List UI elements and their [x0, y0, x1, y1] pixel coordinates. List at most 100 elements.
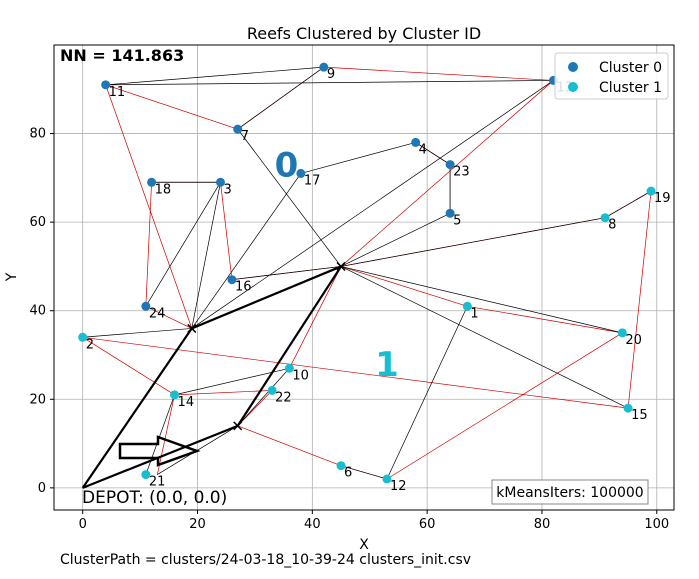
- point-label: 1: [470, 306, 478, 321]
- point-label: 9: [327, 67, 335, 82]
- cluster-1-point: [382, 474, 392, 484]
- red-edge: [82, 336, 175, 396]
- black-edge: [105, 80, 554, 86]
- black-edge: [300, 142, 416, 174]
- depot-x-marker: [233, 421, 243, 431]
- x-tick-label: 60: [419, 517, 436, 532]
- black-edge: [191, 80, 554, 329]
- cluster-1-point: [336, 461, 346, 471]
- black-edge: [340, 465, 388, 480]
- point-label: 4: [419, 142, 427, 157]
- point-label: 18: [155, 182, 172, 197]
- cluster-0-point: [296, 168, 306, 178]
- x-tick-label: 80: [534, 517, 551, 532]
- centroid-label: 0: [275, 146, 299, 186]
- cluster-0-point: [445, 160, 455, 170]
- black-edge: [82, 328, 192, 338]
- nn-annotation: NN = 141.863: [60, 46, 184, 65]
- red-edge: [220, 182, 233, 280]
- depot-x-marker: [187, 323, 197, 333]
- black-edge: [604, 190, 652, 219]
- point-label: 17: [304, 173, 321, 188]
- grid-lines: [54, 45, 674, 510]
- red-edge: [145, 182, 152, 307]
- black-edge: [105, 66, 324, 86]
- cluster-0-point: [147, 177, 157, 187]
- cluster-1-point: [141, 470, 151, 480]
- legend-marker-cluster-0: [568, 62, 578, 72]
- kmeans-box: kMeansIters: 100000: [491, 479, 649, 505]
- red-edge: [105, 84, 238, 130]
- x-axis-label: X: [359, 537, 369, 553]
- direction-arrow-icon: [118, 435, 201, 467]
- y-axis-label: Y: [4, 272, 20, 282]
- point-label: 5: [453, 213, 461, 228]
- black-edge: [231, 266, 342, 281]
- point-label: 15: [631, 408, 648, 423]
- legend-label-cluster-0: Cluster 0: [599, 60, 662, 76]
- black-edge: [191, 182, 221, 329]
- black-edge: [415, 142, 451, 165]
- red-edge: [467, 305, 623, 334]
- cluster-1-point: [78, 332, 88, 342]
- black-edge: [237, 66, 325, 130]
- cluster-1-point: [267, 385, 277, 395]
- point-label: 16: [235, 280, 252, 295]
- red-edge: [340, 266, 468, 307]
- point-label: 7: [241, 129, 249, 144]
- cluster-0-point: [319, 62, 329, 72]
- cluster-1-point: [170, 390, 180, 400]
- red-edge: [340, 80, 554, 267]
- point-label: 8: [608, 218, 616, 233]
- black-edge: [386, 306, 468, 480]
- point-label: 14: [178, 395, 195, 410]
- point-label: 10: [292, 368, 309, 383]
- cluster-1-point: [600, 213, 610, 223]
- depot-x-marker: [336, 261, 346, 271]
- black-edge: [145, 182, 221, 307]
- y-tick-label: 60: [29, 215, 46, 230]
- cluster-1-point: [462, 301, 472, 311]
- point-label: 22: [275, 390, 292, 405]
- legend-label-cluster-1: Cluster 1: [599, 80, 662, 96]
- legend-marker-cluster-1: [568, 82, 578, 92]
- black-edge: [340, 212, 451, 267]
- point-label: 6: [344, 466, 352, 481]
- point-label: 3: [223, 182, 231, 197]
- black-edge: [174, 367, 290, 396]
- centroid-label: 1: [375, 345, 399, 385]
- kmeans-annotation: kMeansIters: 100000: [496, 485, 643, 501]
- red-edge: [323, 66, 554, 81]
- cluster-0-point: [227, 275, 237, 285]
- black-edge: [340, 266, 629, 409]
- cluster-1-point: [284, 363, 294, 373]
- point-label: 21: [149, 475, 166, 490]
- legend: Cluster 0 Cluster 1: [554, 52, 669, 100]
- red-edge: [174, 390, 273, 396]
- cluster-1-point: [646, 186, 656, 196]
- red-edge: [105, 84, 193, 329]
- y-tick-label: 40: [29, 304, 46, 319]
- route-edges: [82, 66, 652, 480]
- x-tick-label: 0: [79, 517, 87, 532]
- point-label: 24: [149, 306, 166, 321]
- black-edge: [237, 128, 342, 267]
- x-tick-label: 100: [644, 517, 669, 532]
- chart-title: Reefs Clustered by Cluster ID: [247, 24, 481, 43]
- cluster-0-point: [141, 301, 151, 311]
- point-label: 23: [453, 165, 470, 180]
- cluster-0-point: [233, 124, 243, 134]
- cluster-centroid-labels: 01: [275, 146, 399, 385]
- black-edge: [191, 173, 302, 329]
- red-edge: [156, 394, 175, 475]
- point-label: 19: [654, 191, 671, 206]
- point-label: 12: [390, 479, 407, 494]
- cluster-path-footer: ClusterPath = clusters/24-03-18_10-39-24…: [60, 552, 472, 568]
- red-edge: [386, 332, 623, 480]
- y-tick-label: 80: [29, 127, 46, 142]
- x-tick-label: 40: [304, 517, 321, 532]
- cluster-1-point: [617, 328, 627, 338]
- cluster-0-point: [411, 137, 421, 147]
